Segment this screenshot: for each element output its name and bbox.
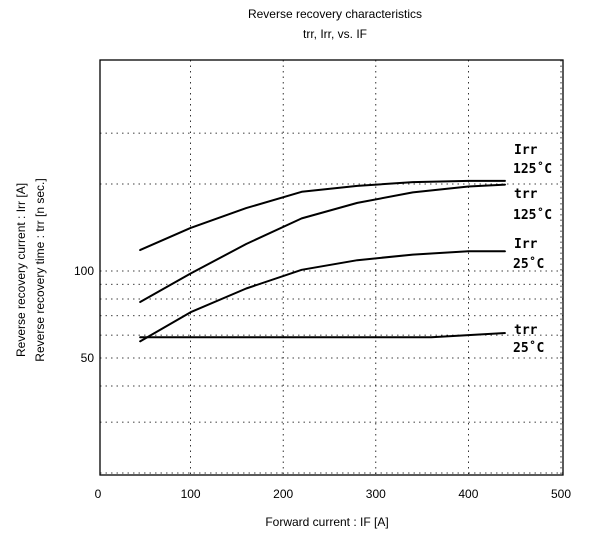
series-labels: Irr 125˚C trr 125˚C Irr 25˚C trr 25˚C xyxy=(513,143,552,356)
series-label-name: Irr xyxy=(514,237,538,252)
series-label-name: Irr xyxy=(514,143,538,158)
series-point xyxy=(356,259,358,261)
x-tick-label: 300 xyxy=(366,487,386,501)
series-point xyxy=(245,207,247,209)
series-label-name: trr xyxy=(514,187,538,202)
series-label-temp: 125˚C xyxy=(513,161,552,177)
series-point xyxy=(412,191,414,194)
series-group xyxy=(139,179,507,343)
series-point xyxy=(301,217,303,220)
series-label-temp: 25˚C xyxy=(513,256,544,272)
y-tick-label: 50 xyxy=(81,351,95,365)
series-point xyxy=(504,184,507,186)
x-tick-labels: 0 100 200 300 400 500 xyxy=(95,487,572,501)
x-tick-label: 500 xyxy=(551,487,571,501)
series-point xyxy=(301,269,303,271)
x-tick-label: 400 xyxy=(458,487,478,501)
series-point xyxy=(430,336,432,338)
series-point xyxy=(504,180,507,182)
series-point xyxy=(139,301,141,303)
series-point xyxy=(139,336,141,338)
series-point xyxy=(375,336,377,338)
series-line xyxy=(139,250,506,343)
series-point xyxy=(504,332,507,334)
series-point xyxy=(467,250,469,252)
y-tick-labels: 50 100 xyxy=(74,264,94,365)
x-tick-label: 200 xyxy=(273,487,293,501)
series-point xyxy=(190,311,192,313)
series-label-temp: 25˚C xyxy=(513,340,544,356)
series-point xyxy=(282,336,284,338)
series-point xyxy=(301,191,303,193)
chart-title: Reverse recovery characteristics xyxy=(248,7,422,21)
y-axis-label-time: Reverse recovery time : trr [n sec.] xyxy=(33,178,47,361)
series-point xyxy=(467,334,469,336)
plot-frame xyxy=(99,59,564,476)
series-point xyxy=(190,272,192,275)
series-point xyxy=(139,249,141,251)
series-label-name: trr xyxy=(514,323,538,338)
series-point xyxy=(412,181,414,183)
series-label-temp: 125˚C xyxy=(513,207,552,223)
series-line xyxy=(139,179,506,252)
series-point xyxy=(190,336,192,338)
series-point xyxy=(245,243,247,245)
y-axis-label-current: Reverse recovery current : Irr [A] xyxy=(14,183,28,357)
series-point xyxy=(245,287,247,290)
series-point xyxy=(356,202,358,204)
x-axis-label: Forward current : IF [A] xyxy=(265,515,388,529)
series-point xyxy=(467,180,469,182)
y-tick-label: 100 xyxy=(74,264,94,278)
x-tick-label: 100 xyxy=(181,487,201,501)
series-point xyxy=(412,253,414,256)
series-point xyxy=(139,340,141,343)
grid xyxy=(100,60,563,475)
series-line xyxy=(139,183,506,304)
x-tick-label: 0 xyxy=(95,487,102,501)
series-point xyxy=(190,227,192,229)
series-point xyxy=(356,185,358,187)
series-point xyxy=(467,185,469,188)
chart-subtitle: trr, Irr, vs. IF xyxy=(303,27,367,41)
series-point xyxy=(504,250,507,252)
